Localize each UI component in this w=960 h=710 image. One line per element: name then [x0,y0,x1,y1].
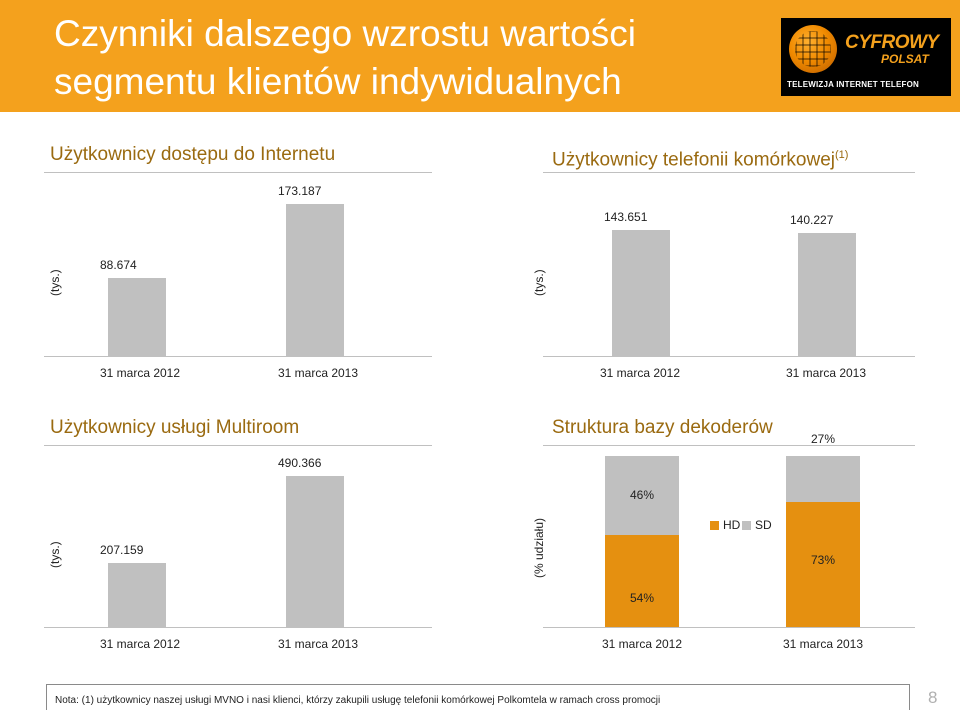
footnote-box: Nota: (1) użytkownicy naszej usługi MVNO… [46,684,910,710]
bar [798,233,856,356]
data-label-hd: 73% [811,552,836,567]
chart-divider-internet [44,172,432,173]
chart-title-multiroom: Użytkownicy usługi Multiroom [50,417,300,438]
legend-item-hd: HD [710,519,740,531]
y-axis-label: (tys.) [48,541,62,568]
x-axis-line [44,356,432,357]
data-label-sd: 46% [630,487,655,502]
data-label: 143.651 [604,210,648,224]
legend-label-hd: HD [723,518,741,532]
chart-title-mobile: Użytkownicy telefonii komórkowej(1) [552,143,848,172]
y-axis-label: (% udziału) [532,517,546,578]
data-label: 490.366 [278,456,322,470]
x-axis-line [543,627,915,628]
legend-item-sd: SD [742,519,772,531]
chart-divider-mobile [543,172,915,173]
chart-title-mobile-sup: (1) [835,149,849,161]
x-tick-label: 31 marca 2013 [785,366,867,380]
x-tick-label: 31 marca 2012 [99,637,181,651]
header-banner: Czynniki dalszego wzrostu wartości segme… [0,0,960,112]
data-label: 207.159 [100,543,144,557]
y-axis-label: (tys.) [48,269,62,296]
chart-divider-multiroom [44,445,432,446]
page-title-line-2: segmentu klientów indywidualnych [54,61,622,102]
x-axis-line [543,356,915,357]
stacked-bar-sd [786,456,860,502]
globe-icon [789,25,837,73]
x-axis-line [44,627,432,628]
chart-title-internet: Użytkownicy dostępu do Internetu [50,144,336,165]
x-tick-label: 31 marca 2013 [782,637,864,651]
data-label: 88.674 [100,258,137,272]
stacked-bar-sd [605,456,679,535]
cyfrowy-polsat-logo: CYFROWY POLSAT TELEWIZJA INTERNET TELEFO… [781,18,951,96]
bar [612,230,670,356]
stacked-bar-hd [605,535,679,627]
page-title: Czynniki dalszego wzrostu wartości segme… [54,10,636,106]
logo-tagline: TELEWIZJA INTERNET TELEFON [787,80,920,89]
stacked-bar-hd [786,502,860,627]
x-tick-label: 31 marca 2013 [277,366,359,380]
legend-label-sd: SD [755,518,772,532]
footnote: Nota: (1) użytkownicy naszej usługi MVNO… [55,695,661,706]
data-label: 140.227 [790,213,834,227]
logo-sub: POLSAT [881,52,929,66]
data-label-sd: 27% [811,432,836,446]
logo-name: CYFROWY [845,32,939,53]
bar [108,278,166,356]
data-label: 173.187 [278,184,322,198]
x-tick-label: 31 marca 2013 [277,637,359,651]
chart-title-mobile-text: Użytkownicy telefonii komórkowej [552,149,835,171]
x-tick-label: 31 marca 2012 [99,366,181,380]
legend-swatch-hd [710,521,719,531]
data-label-hd: 54% [630,591,655,605]
legend-swatch-sd [742,521,751,531]
page-number: 8 [928,688,938,707]
x-tick-label: 31 marca 2012 [601,637,683,651]
chart-divider-decoders [543,445,915,446]
bar [286,476,344,627]
chart-title-decoders: Struktura bazy dekoderów [552,417,773,438]
bar [108,563,166,627]
x-tick-label: 31 marca 2012 [599,366,681,380]
bar [286,204,344,356]
page-title-line-1: Czynniki dalszego wzrostu wartości [54,13,636,54]
y-axis-label: (tys.) [532,269,546,296]
